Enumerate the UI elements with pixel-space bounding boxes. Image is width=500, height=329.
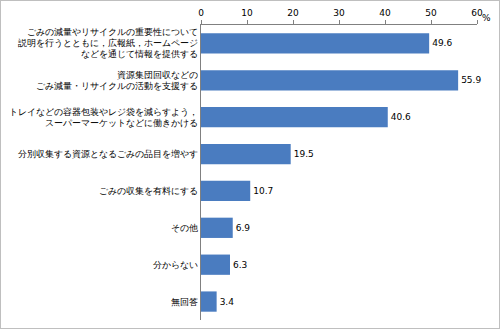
svg-text:30: 30 xyxy=(333,8,345,18)
svg-text:10.7: 10.7 xyxy=(253,186,273,196)
svg-text:19.5: 19.5 xyxy=(294,149,314,159)
svg-text:ごみの収集を有料にする: ごみの収集を有料にする xyxy=(99,186,198,196)
svg-text:6.3: 6.3 xyxy=(233,260,247,270)
svg-text:その他: その他 xyxy=(171,223,198,233)
svg-text:資源集団回収などのごみ減量・リサイクルの活動を支援する: 資源集団回収などのごみ減量・リサイクルの活動を支援する xyxy=(36,70,198,91)
svg-text:40: 40 xyxy=(379,8,391,18)
svg-text:ごみの減量やリサイクルの重要性について説明を行うとともに，広: ごみの減量やリサイクルの重要性について説明を行うとともに，広報紙，ホームページな… xyxy=(18,27,198,59)
svg-text:3.4: 3.4 xyxy=(220,297,235,307)
svg-text:40.6: 40.6 xyxy=(391,112,411,122)
svg-text:トレイなどの容器包装やレジ袋を減らすよう，スーパーマーケット: トレイなどの容器包装やレジ袋を減らすよう，スーパーマーケットなどに働きかける xyxy=(9,107,198,128)
svg-text:49.6: 49.6 xyxy=(432,38,452,48)
svg-text:0: 0 xyxy=(198,8,204,18)
svg-text:60: 60 xyxy=(471,8,483,18)
svg-text:55.9: 55.9 xyxy=(461,75,481,85)
svg-text:50: 50 xyxy=(425,8,437,18)
svg-text:20: 20 xyxy=(287,8,299,18)
svg-text:分別収集する資源となるごみの品目を増やす: 分別収集する資源となるごみの品目を増やす xyxy=(18,149,198,159)
svg-text:分からない: 分からない xyxy=(153,260,198,270)
svg-text:%: % xyxy=(482,13,491,23)
svg-text:無回答: 無回答 xyxy=(171,297,198,307)
svg-text:6.9: 6.9 xyxy=(236,223,251,233)
svg-text:10: 10 xyxy=(241,8,253,18)
